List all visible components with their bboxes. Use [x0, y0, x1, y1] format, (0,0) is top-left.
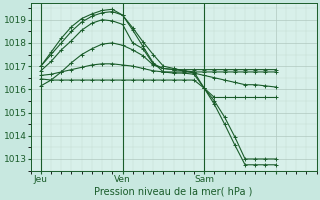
X-axis label: Pression niveau de la mer( hPa ): Pression niveau de la mer( hPa )	[94, 187, 253, 197]
